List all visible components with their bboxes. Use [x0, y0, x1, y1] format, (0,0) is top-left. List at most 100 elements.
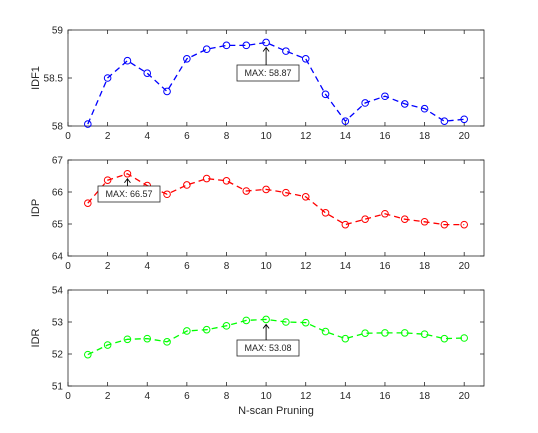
- x-tick-label: 14: [340, 131, 352, 142]
- data-point: [242, 41, 251, 50]
- data-point: [321, 90, 330, 99]
- y-tick-label: 52: [52, 350, 64, 361]
- x-tick-label: 20: [459, 391, 471, 402]
- x-tick-label: 10: [261, 391, 273, 402]
- data-point: [103, 341, 112, 349]
- data-point: [163, 338, 171, 346]
- series-line: [87, 41, 465, 125]
- data-point: [222, 41, 231, 50]
- data-point: [341, 117, 350, 125]
- data-point: [460, 334, 468, 342]
- x-tick-label: 20: [459, 261, 471, 272]
- data-point: [103, 74, 112, 82]
- series-line: [87, 173, 465, 226]
- x-tick-label: 0: [65, 391, 71, 402]
- annotation-text: MAX: 53.08: [244, 343, 291, 353]
- x-tick-label: 18: [419, 391, 431, 402]
- x-tick-label: 6: [184, 131, 190, 142]
- annotation-text: MAX: 66.57: [105, 189, 152, 199]
- data-point: [301, 55, 310, 63]
- x-tick-label: 2: [105, 391, 111, 402]
- annotation-box: [236, 64, 300, 82]
- annotation-text: MAX: 58.87: [244, 68, 291, 78]
- data-point: [341, 220, 350, 229]
- x-tick-label: 4: [144, 131, 150, 142]
- x-tick-label: 8: [224, 261, 230, 272]
- data-point: [361, 215, 369, 223]
- x-tick-label: 14: [340, 391, 352, 402]
- x-tick-label: 4: [144, 391, 150, 402]
- data-point: [400, 329, 409, 337]
- data-point: [341, 334, 350, 343]
- x-tick-label: 18: [419, 261, 431, 272]
- x-tick-label: 6: [184, 391, 190, 402]
- x-tick-label: 16: [379, 391, 391, 402]
- data-point: [460, 220, 468, 229]
- data-point: [381, 92, 389, 101]
- data-point: [440, 334, 449, 343]
- data-point: [163, 87, 171, 96]
- data-point: [143, 334, 152, 343]
- data-point: [282, 47, 290, 55]
- annotation-box: [97, 185, 161, 203]
- data-point: [460, 115, 468, 124]
- x-tick-label: 12: [300, 131, 312, 142]
- x-axis-label: N-scan Pruning: [238, 405, 314, 417]
- data-point: [242, 316, 251, 325]
- data-point: [361, 329, 369, 338]
- y-tick-label: 66: [52, 188, 64, 199]
- data-point: [123, 335, 132, 344]
- annotation-box: [236, 339, 300, 357]
- y-tick-label: 58: [52, 122, 64, 133]
- y-tick-label: 51: [52, 382, 64, 393]
- x-tick-label: 16: [379, 131, 391, 142]
- plot-area: [67, 289, 485, 387]
- data-point: [183, 181, 191, 189]
- data-point: [400, 215, 409, 223]
- annotation-arrowhead: [124, 178, 131, 184]
- x-tick-label: 20: [459, 131, 471, 142]
- annotation-arrowhead: [262, 323, 270, 329]
- x-tick-label: 8: [224, 131, 230, 142]
- data-point: [381, 209, 389, 218]
- data-point: [84, 199, 92, 207]
- y-axis-label: IDP: [30, 199, 42, 217]
- data-point: [242, 187, 251, 195]
- chart-panel-idr: 0 2 4 6 8 10 12 14 16 18 20 51 52 53 54 IDR N-scan Pruni…: [30, 286, 485, 417]
- data-point: [123, 169, 132, 178]
- data-point: [301, 318, 310, 327]
- chart-panel-idp: 0 2 4 6 8 10 12 14 16 18 20 64 65 66 67 IDP MAX: 66.57: [30, 156, 485, 272]
- x-tick-label: 16: [379, 261, 391, 272]
- data-point: [202, 45, 211, 54]
- data-point: [84, 120, 92, 128]
- data-point: [321, 327, 330, 336]
- x-tick-label: 2: [105, 261, 111, 272]
- x-tick-label: 10: [261, 261, 273, 272]
- x-tick-label: 12: [300, 261, 312, 272]
- y-tick-label: 64: [52, 252, 64, 263]
- plot-area: [67, 159, 485, 257]
- y-tick-label: 67: [52, 156, 64, 167]
- data-point: [420, 217, 429, 226]
- chart-panel-idf1: 0 2 4 6 8 10 12 14 16 18 20 58 58.5 59 IDF1 MAX: 58.87: [30, 26, 485, 142]
- data-point: [84, 350, 92, 359]
- x-tick-label: 2: [105, 131, 111, 142]
- x-tick-label: 4: [144, 261, 150, 272]
- x-tick-label: 0: [65, 131, 71, 142]
- annotation-arrowhead: [262, 46, 270, 52]
- data-point: [262, 315, 270, 324]
- data-point: [440, 117, 449, 125]
- x-tick-label: 12: [300, 391, 312, 402]
- data-point: [143, 69, 152, 77]
- y-tick-label: 53: [52, 318, 64, 329]
- y-axis-label: IDF1: [30, 66, 42, 90]
- x-tick-label: 14: [340, 261, 352, 272]
- data-point: [321, 209, 330, 217]
- data-point: [301, 193, 310, 201]
- data-point: [183, 327, 191, 335]
- y-tick-label: 54: [52, 286, 64, 297]
- data-point: [381, 329, 389, 337]
- x-tick-label: 0: [65, 261, 71, 272]
- data-point: [440, 220, 449, 229]
